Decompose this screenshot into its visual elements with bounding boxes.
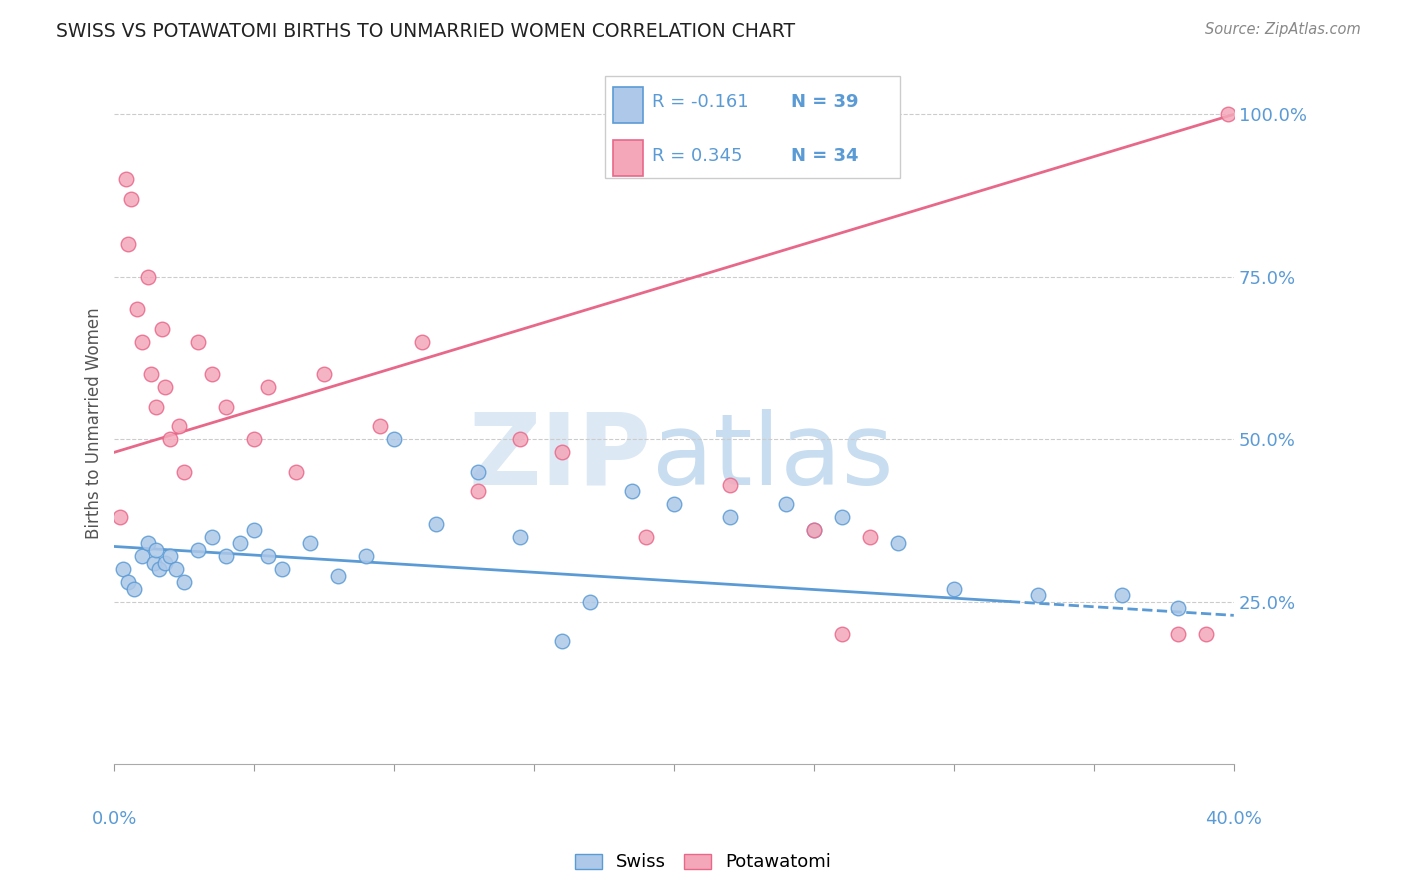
Point [120, 192, 142, 206]
Point [131, 549, 153, 564]
Point [159, 549, 181, 564]
Point [122, 582, 145, 596]
Point [150, 322, 173, 336]
Point [165, 562, 187, 576]
Point [1167, 627, 1189, 641]
Point [187, 334, 209, 349]
Point [356, 549, 378, 564]
Point [509, 432, 531, 446]
Point [803, 523, 825, 537]
Point [243, 432, 266, 446]
Point [111, 562, 134, 576]
Point [831, 510, 853, 524]
Point [114, 172, 136, 186]
Text: R = -0.161: R = -0.161 [652, 94, 748, 112]
Point [243, 523, 266, 537]
Point [108, 510, 131, 524]
Point [662, 497, 685, 511]
Point [153, 380, 176, 394]
Point [201, 530, 224, 544]
Point [173, 465, 195, 479]
Point [285, 465, 308, 479]
Point [942, 582, 965, 596]
Point [314, 368, 336, 382]
Point [139, 368, 162, 382]
Text: 0.0%: 0.0% [91, 810, 138, 828]
Text: SWISS VS POTAWATOMI BIRTHS TO UNMARRIED WOMEN CORRELATION CHART: SWISS VS POTAWATOMI BIRTHS TO UNMARRIED … [56, 22, 796, 41]
Point [167, 419, 190, 434]
FancyBboxPatch shape [605, 76, 900, 178]
Point [159, 432, 181, 446]
Point [411, 334, 433, 349]
Point [718, 510, 741, 524]
Point [299, 536, 322, 550]
Point [368, 419, 391, 434]
Point [803, 523, 825, 537]
Text: ZIP: ZIP [468, 409, 652, 506]
Legend: Swiss, Potawatomi: Swiss, Potawatomi [567, 847, 839, 879]
Point [551, 445, 574, 459]
Text: Source: ZipAtlas.com: Source: ZipAtlas.com [1205, 22, 1361, 37]
Point [131, 334, 153, 349]
Y-axis label: Births to Unmarried Women: Births to Unmarried Women [86, 307, 103, 539]
Point [148, 562, 170, 576]
Point [1218, 107, 1240, 121]
Point [718, 477, 741, 491]
Point [1026, 588, 1049, 602]
Point [215, 549, 238, 564]
Point [173, 575, 195, 590]
Point [117, 237, 139, 252]
Point [579, 595, 602, 609]
Point [328, 568, 350, 582]
FancyBboxPatch shape [613, 87, 643, 123]
Point [831, 627, 853, 641]
FancyBboxPatch shape [613, 140, 643, 177]
Point [1111, 588, 1133, 602]
Point [775, 497, 797, 511]
Text: atlas: atlas [652, 409, 893, 506]
Point [145, 400, 167, 414]
Text: N = 39: N = 39 [790, 94, 858, 112]
Point [257, 380, 280, 394]
Point [1167, 601, 1189, 615]
Text: N = 34: N = 34 [790, 147, 858, 165]
Point [187, 542, 209, 557]
Point [1195, 627, 1218, 641]
Point [621, 484, 644, 499]
Point [117, 575, 139, 590]
Point [215, 400, 238, 414]
Point [145, 542, 167, 557]
Point [136, 269, 159, 284]
Point [382, 432, 405, 446]
Point [136, 536, 159, 550]
Point [153, 556, 176, 570]
Point [636, 530, 658, 544]
Text: R = 0.345: R = 0.345 [652, 147, 742, 165]
Point [467, 465, 489, 479]
Point [125, 302, 148, 317]
Text: 40.0%: 40.0% [1205, 810, 1263, 828]
Point [467, 484, 489, 499]
Point [509, 530, 531, 544]
Point [425, 516, 447, 531]
Point [257, 549, 280, 564]
Point [887, 536, 910, 550]
Point [201, 368, 224, 382]
Point [859, 530, 882, 544]
Point [142, 556, 165, 570]
Point [551, 633, 574, 648]
Point [229, 536, 252, 550]
Point [271, 562, 294, 576]
